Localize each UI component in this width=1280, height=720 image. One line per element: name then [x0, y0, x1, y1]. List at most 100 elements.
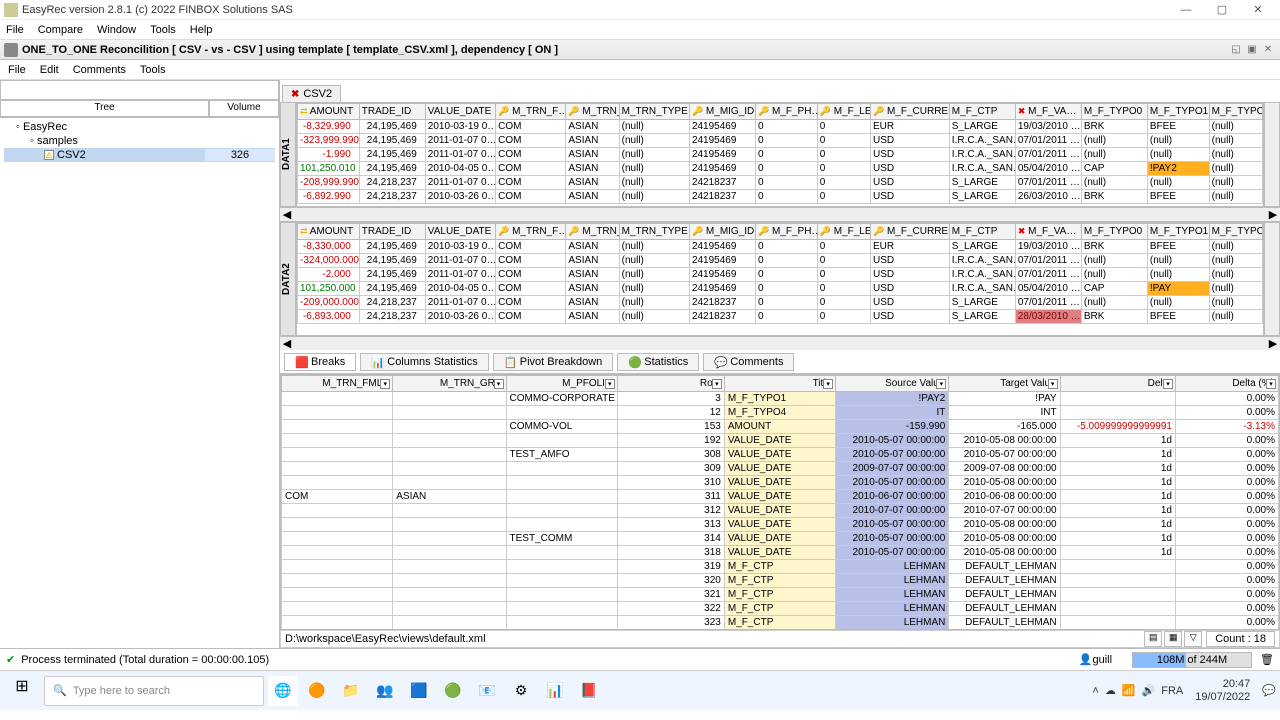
grid-header[interactable]: M_F_TYPO1 [1147, 224, 1209, 240]
breaks-header[interactable]: Title▾ [724, 376, 835, 392]
breaks-row[interactable]: 310VALUE_DATE2010-05-07 00:00:002010-05-… [282, 476, 1279, 490]
data2-vscroll[interactable] [1264, 222, 1280, 336]
breaks-row[interactable]: TEST_COMM314VALUE_DATE2010-05-07 00:00:0… [282, 532, 1279, 546]
breaks-grid[interactable]: M_TRN_FMLY▾M_TRN_GRP▾M_PFOLIO▾Row▾Title▾… [280, 374, 1280, 630]
data1-grid[interactable]: ⇄ AMOUNTTRADE_IDVALUE_DATE🔑 M_TRN_F…🔑 M_… [296, 102, 1264, 207]
table-row[interactable]: -6,892.99024,218,2372010-03-26 0…COMASIA… [298, 190, 1263, 204]
bottom-tab[interactable]: 💬Comments [703, 353, 794, 371]
grid-header[interactable]: TRADE_ID [359, 224, 425, 240]
tree-node-samples[interactable]: ◦ samples [4, 134, 275, 148]
table-row[interactable]: 101,250.00024,195,4692010-04-05 0…COMASI… [298, 282, 1263, 296]
taskbar-app-7[interactable]: ⚙ [506, 676, 536, 706]
grid-header[interactable]: 🔑 M_F_PH… [755, 224, 817, 240]
tree-header-volume[interactable]: Volume [209, 100, 279, 117]
trash-icon[interactable]: 🗑 [1260, 653, 1274, 666]
filter-icon[interactable]: ▽ [1184, 631, 1202, 647]
table-row[interactable]: -1.99024,195,4692011-01-07 0…COMASIAN(nu… [298, 148, 1263, 162]
breaks-row[interactable]: COMMO-VOL153AMOUNT-159.990-165.000-5.009… [282, 420, 1279, 434]
grid-header[interactable]: M_F_TYPC [1209, 104, 1262, 120]
bottom-tab[interactable]: 🟥Breaks [284, 353, 356, 371]
taskbar-app-chrome[interactable]: 🟠 [302, 676, 332, 706]
start-button[interactable]: ⊞ [4, 676, 40, 706]
grid-header[interactable]: 🔑 M_F_CURREN… [870, 104, 949, 120]
breaks-row[interactable]: 321M_F_CTPLEHMANDEFAULT_LEHMAN 0.00% [282, 588, 1279, 602]
data2-grid[interactable]: ⇄ AMOUNTTRADE_IDVALUE_DATE🔑 M_TRN_F… 🔑 M_… [296, 222, 1264, 336]
mainmenu-item[interactable]: Tools [150, 24, 176, 36]
grid-header[interactable]: M_F_TYPC [1209, 224, 1262, 240]
bottom-tab[interactable]: 📋Pivot Breakdown [493, 353, 614, 371]
grid-header[interactable]: ⇄ AMOUNT [298, 104, 360, 120]
tray-chevron-icon[interactable]: ˄ [1092, 685, 1098, 697]
table-row[interactable]: -2.00024,195,4692011-01-07 0…COMASIAN(nu… [298, 268, 1263, 282]
subwindow-min-icon[interactable]: ◱ [1228, 44, 1244, 55]
breaks-row[interactable]: 319M_F_CTPLEHMANDEFAULT_LEHMAN 0.00% [282, 560, 1279, 574]
breaks-row[interactable]: COMASIAN311VALUE_DATE2010-06-07 00:00:00… [282, 490, 1279, 504]
grid-header[interactable]: 🔑 M_TRN_F… [496, 224, 566, 240]
taskbar-app-outlook[interactable]: 📧 [472, 676, 502, 706]
grid-header[interactable]: 🔑 M_F_LEG [817, 104, 870, 120]
data1-hscroll[interactable]: ◀▶ [280, 207, 1280, 221]
taskbar-app-explorer[interactable]: 📁 [336, 676, 366, 706]
tray-notifications-icon[interactable]: 💬 [1262, 684, 1276, 697]
breaks-row[interactable]: 318VALUE_DATE2010-05-07 00:00:002010-05-… [282, 546, 1279, 560]
taskbar-app-5[interactable]: 🟢 [438, 676, 468, 706]
grid-header[interactable]: M_F_TYPO0 [1081, 104, 1147, 120]
table-row[interactable]: -323,999.99024,195,4692011-01-07 0…COMAS… [298, 134, 1263, 148]
grid-header[interactable]: 🔑 M_F_LEG [817, 224, 870, 240]
grid-header[interactable]: M_F_TYPO1 [1147, 104, 1209, 120]
mainmenu-item[interactable]: File [6, 24, 24, 36]
taskbar-app-pdf[interactable]: 📕 [574, 676, 604, 706]
submenu-item[interactable]: Edit [40, 64, 59, 76]
table-row[interactable]: 101,250.01024,195,4692010-04-05 0…COMASI… [298, 162, 1263, 176]
breaks-header[interactable]: M_TRN_FMLY▾ [282, 376, 393, 392]
breaks-row[interactable]: 312VALUE_DATE2010-07-07 00:00:002010-07-… [282, 504, 1279, 518]
breaks-row[interactable]: 322M_F_CTPLEHMANDEFAULT_LEHMAN 0.00% [282, 602, 1279, 616]
grid-header[interactable]: 🔑 M_TRN_… [566, 104, 619, 120]
close-button[interactable]: ✕ [1240, 3, 1276, 16]
tray-volume-icon[interactable]: 🔊 [1142, 684, 1156, 697]
tray-cloud-icon[interactable]: ☁ [1105, 684, 1116, 697]
grid-header[interactable]: VALUE_DATE [425, 104, 495, 120]
tray-wifi-icon[interactable]: 📶 [1122, 684, 1136, 697]
bottom-tab[interactable]: 📊Columns Statistics [360, 353, 488, 371]
tree-node-root[interactable]: ◦ EasyRec [4, 120, 275, 134]
grid-header[interactable]: M_TRN_TYPE [619, 224, 689, 240]
csv-tab[interactable]: ✖CSV2 [282, 85, 341, 102]
breaks-row[interactable]: 192VALUE_DATE2010-05-07 00:00:002010-05-… [282, 434, 1279, 448]
data2-hscroll[interactable]: ◀▶ [280, 336, 1280, 350]
breaks-row[interactable]: 320M_F_CTPLEHMANDEFAULT_LEHMAN 0.00% [282, 574, 1279, 588]
grid-header[interactable]: M_F_CTP [949, 104, 1015, 120]
grid-header[interactable]: 🔑 M_MIG_ID [689, 224, 755, 240]
taskbar-app-1[interactable]: 🌐 [268, 676, 298, 706]
grid-header[interactable]: ✖ M_F_VA… [1015, 104, 1081, 120]
grid-header[interactable]: M_TRN_TYPE [619, 104, 689, 120]
mainmenu-item[interactable]: Window [97, 24, 136, 36]
breaks-row[interactable]: 12M_F_TYPO4ITINT 0.00% [282, 406, 1279, 420]
tree-header-tree[interactable]: Tree [0, 100, 209, 117]
taskbar-app-easyrec[interactable]: 📊 [540, 676, 570, 706]
breaks-header[interactable]: M_PFOLIO▾ [506, 376, 617, 392]
table-row[interactable]: -324,000.00024,195,4692011-01-07 0…COMAS… [298, 254, 1263, 268]
submenu-item[interactable]: Comments [73, 64, 126, 76]
submenu-item[interactable]: File [8, 64, 26, 76]
breaks-row[interactable]: TEST_AMFO308VALUE_DATE2010-05-07 00:00:0… [282, 448, 1279, 462]
breaks-header[interactable]: M_TRN_GRP▾ [393, 376, 506, 392]
breaks-row[interactable]: 309VALUE_DATE2009-07-07 00:00:002009-07-… [282, 462, 1279, 476]
table-row[interactable]: -208,999.99024,218,2372011-01-07 0…COMAS… [298, 176, 1263, 190]
system-tray[interactable]: ˄ ☁ 📶 🔊 FRA 20:4719/07/2022 💬 [1092, 678, 1276, 702]
close-tab-icon[interactable]: ✖ [291, 89, 299, 100]
breaks-row[interactable]: 323M_F_CTPLEHMANDEFAULT_LEHMAN 0.00% [282, 616, 1279, 630]
grid-header[interactable]: TRADE_ID [359, 104, 425, 120]
status-icon-1[interactable]: ▤ [1144, 631, 1162, 647]
mainmenu-item[interactable]: Help [190, 24, 213, 36]
subwindow-close-icon[interactable]: ✕ [1260, 44, 1276, 55]
grid-header[interactable]: VALUE_DATE [425, 224, 495, 240]
grid-header[interactable]: M_F_TYPO0 [1081, 224, 1147, 240]
mainmenu-item[interactable]: Compare [38, 24, 83, 36]
taskbar-app-teams[interactable]: 👥 [370, 676, 400, 706]
bottom-tab[interactable]: 🟢Statistics [617, 353, 699, 371]
grid-header[interactable]: ⇄ AMOUNT [298, 224, 360, 240]
submenu-item[interactable]: Tools [140, 64, 166, 76]
breaks-header[interactable]: Delta (%)▾ [1175, 376, 1278, 392]
tree-node-csv2[interactable]: ⚠CSV2 326 [4, 148, 275, 162]
